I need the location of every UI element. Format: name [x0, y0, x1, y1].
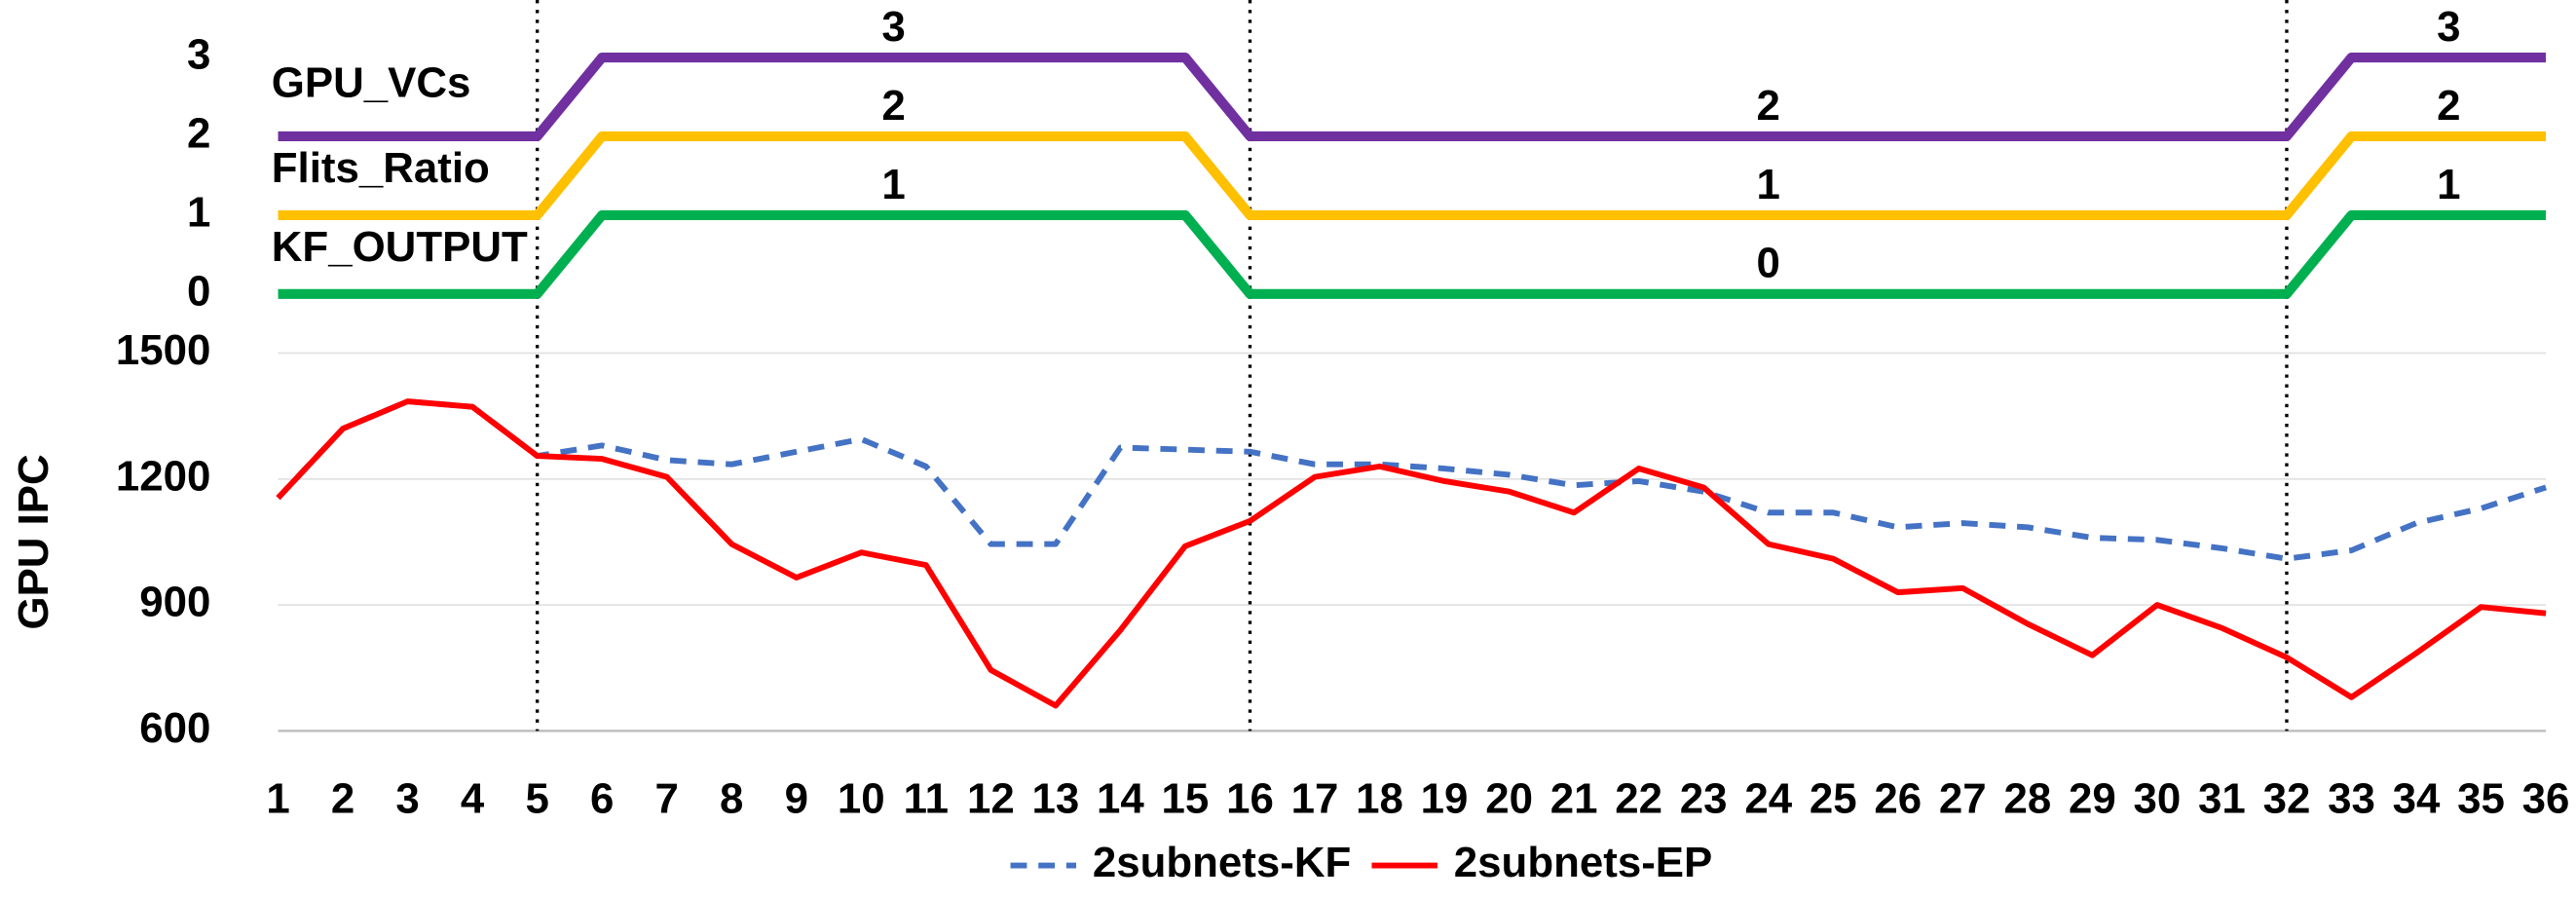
x-tick-label: 32	[2263, 774, 2311, 822]
value-label: 1	[881, 161, 905, 208]
x-tick-label: 7	[655, 774, 679, 822]
value-label: 0	[1757, 240, 1780, 287]
x-tick-label: 16	[1226, 774, 1274, 822]
x-tick-label: 29	[2069, 774, 2116, 822]
value-label: 3	[881, 3, 905, 51]
x-tick-label: 11	[904, 774, 949, 822]
series-line	[276, 398, 2547, 562]
x-tick-label: 30	[2134, 774, 2182, 822]
x-tick-label: 35	[2457, 774, 2505, 822]
series-label: GPU_VCs	[272, 58, 471, 106]
legend-label: 2subnets-EP	[1454, 839, 1712, 886]
x-tick-label: 15	[1162, 774, 1210, 822]
x-tick-label: 14	[1097, 774, 1144, 822]
x-tick-label: 34	[2393, 774, 2441, 822]
x-tick-label: 9	[785, 774, 808, 822]
x-tick-label: 24	[1744, 774, 1792, 822]
legend-label: 2subnets-KF	[1093, 839, 1351, 886]
x-tick-label: 31	[2198, 774, 2246, 822]
x-tick-label: 25	[1810, 774, 1857, 822]
value-label: 2	[881, 82, 905, 130]
step-line	[278, 209, 2547, 299]
x-tick-label: 20	[1485, 774, 1533, 822]
value-label: 3	[2437, 3, 2460, 51]
value-label: 2	[1757, 82, 1780, 130]
x-tick-label: 33	[2328, 774, 2375, 822]
x-tick-label: 19	[1421, 774, 1469, 822]
step-line	[278, 131, 2547, 220]
series-line	[276, 398, 2547, 709]
x-tick-label: 13	[1032, 774, 1080, 822]
value-label: 2	[2437, 82, 2460, 130]
y-tick-label: 1200	[116, 452, 211, 500]
x-tick-label: 27	[1939, 774, 1987, 822]
x-tick-label: 26	[1874, 774, 1922, 822]
x-tick-label: 3	[395, 774, 419, 822]
y-tick-label: 0	[187, 267, 210, 315]
y-tick-label: 3	[187, 31, 210, 79]
x-tick-label: 8	[720, 774, 743, 822]
series-label: KF_OUTPUT	[272, 223, 528, 271]
x-tick-label: 18	[1356, 774, 1403, 822]
y-tick-label: 600	[139, 704, 210, 752]
y-axis-label: GPU IPC	[10, 454, 57, 629]
x-tick-label: 28	[2003, 774, 2051, 822]
step-line	[278, 52, 2547, 142]
value-label: 1	[1757, 161, 1780, 208]
x-tick-label: 10	[838, 774, 885, 822]
series-label: Flits_Ratio	[272, 144, 490, 192]
x-tick-label: 36	[2522, 774, 2570, 822]
y-tick-label: 1500	[116, 326, 211, 374]
y-tick-label: 1	[187, 188, 210, 236]
y-tick-label: 900	[139, 579, 210, 626]
x-tick-label: 4	[461, 774, 485, 822]
x-tick-label: 21	[1550, 774, 1598, 822]
x-tick-label: 5	[525, 774, 548, 822]
x-tick-label: 23	[1680, 774, 1728, 822]
x-tick-label: 1	[266, 774, 289, 822]
y-tick-label: 2	[187, 110, 210, 158]
x-tick-label: 6	[590, 774, 614, 822]
x-tick-label: 12	[967, 774, 1015, 822]
x-tick-label: 2	[331, 774, 355, 822]
x-tick-label: 22	[1615, 774, 1662, 822]
x-tick-label: 17	[1291, 774, 1339, 822]
value-label: 1	[2437, 161, 2460, 208]
